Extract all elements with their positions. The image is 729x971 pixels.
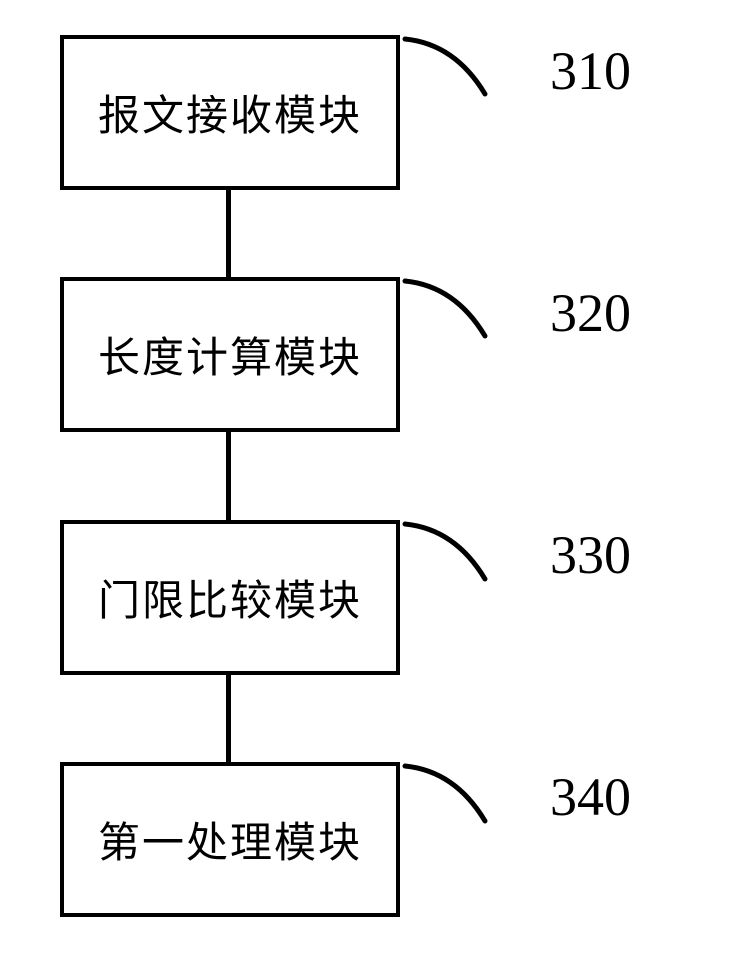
callout-arc	[400, 29, 540, 119]
flow-node-label: 门限比较模块	[98, 567, 362, 628]
flow-node-label: 报文接收模块	[98, 82, 362, 143]
callout-label-n2: 320	[550, 282, 631, 344]
flow-node-label: 第一处理模块	[98, 809, 362, 870]
flow-node-n2: 长度计算模块	[60, 277, 400, 432]
flowchart-canvas: 报文接收模块 310 长度计算模块 320 门限比较模块 330 第一处理模块 340	[0, 0, 729, 971]
callout-arc	[400, 756, 540, 846]
flow-node-n4: 第一处理模块	[60, 762, 400, 917]
flow-node-n1: 报文接收模块	[60, 35, 400, 190]
connector-n1-n2	[226, 190, 231, 277]
flow-node-n3: 门限比较模块	[60, 520, 400, 675]
callout-label-n3: 330	[550, 524, 631, 586]
callout-label-n4: 340	[550, 766, 631, 828]
callout-arc	[400, 271, 540, 361]
flow-node-label: 长度计算模块	[98, 324, 362, 385]
connector-n2-n3	[226, 432, 231, 520]
callout-label-n1: 310	[550, 40, 631, 102]
callout-arc	[400, 514, 540, 604]
connector-n3-n4	[226, 675, 231, 762]
